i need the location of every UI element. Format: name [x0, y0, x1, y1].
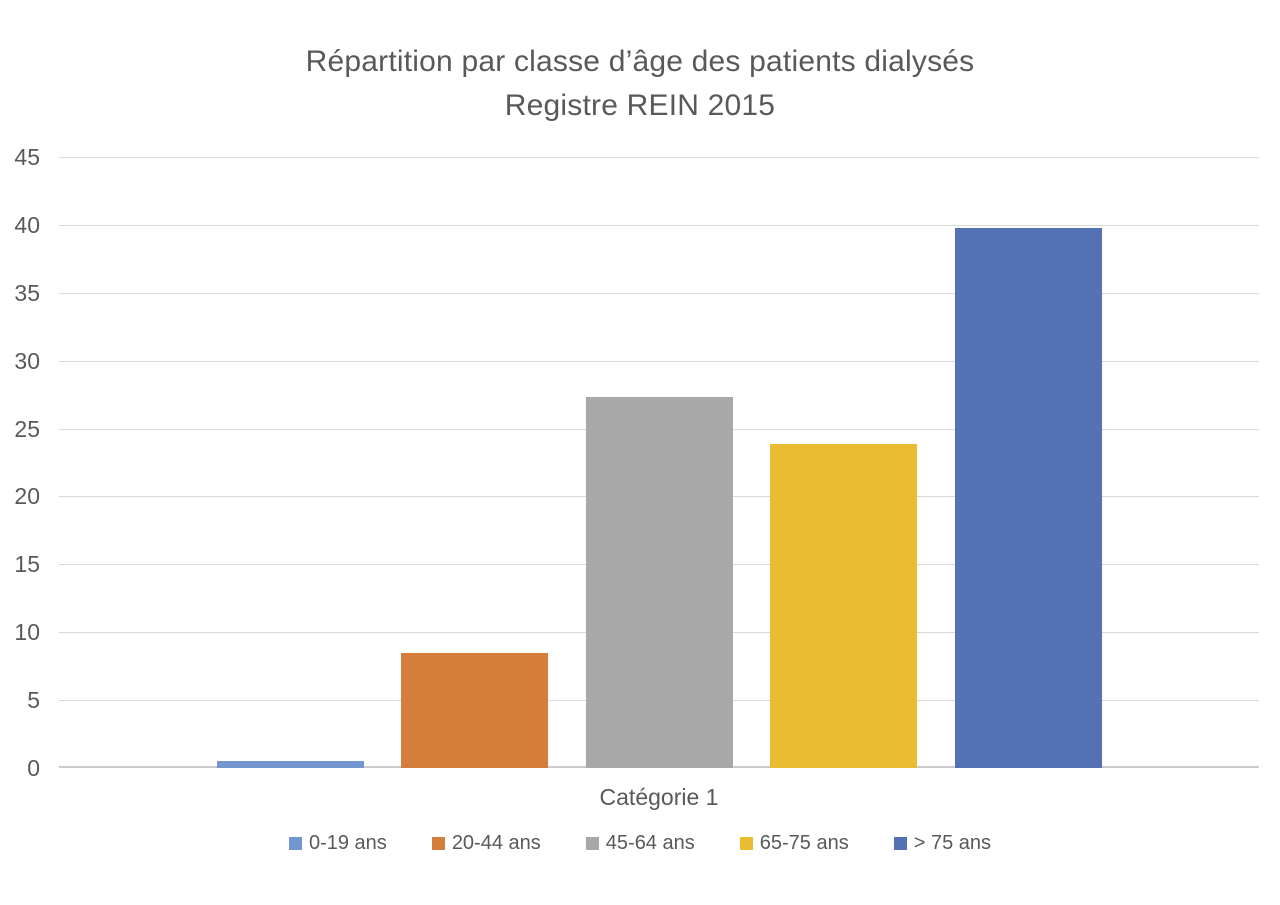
legend-label: 65-75 ans: [759, 832, 849, 854]
legend-label: > 75 ans: [913, 832, 992, 854]
legend-item: 45-64 ans: [585, 832, 695, 855]
legend-label: 0-19 ans: [308, 832, 387, 854]
legend-item: 65-75 ans: [739, 832, 849, 855]
legend-label: 20-44 ans: [451, 832, 541, 854]
gridline: [59, 157, 1259, 158]
bar: [954, 227, 1102, 768]
legend-swatch: [288, 837, 302, 850]
bar: [585, 397, 733, 768]
plot-area: [59, 157, 1259, 768]
legend-swatch: [585, 837, 599, 850]
y-tick-label: 5: [27, 687, 40, 714]
y-tick-label: 45: [14, 144, 40, 170]
gridline: [59, 360, 1259, 362]
y-tick-label: 20: [14, 483, 40, 510]
legend-item: 0-19 ans: [288, 832, 387, 855]
y-tick-label: 0: [27, 755, 40, 781]
y-tick-label: 30: [14, 347, 40, 374]
legend-swatch: [431, 837, 445, 850]
chart-title-line-1: Répartition par classe d’âge des patient…: [305, 45, 975, 78]
gridline: [59, 224, 1259, 226]
y-axis: 45 40 35 30 25 20 15 10 5 0: [0, 144, 40, 781]
chart-title-line-2: Registre REIN 2015: [504, 89, 776, 122]
y-tick-label: 35: [14, 279, 40, 306]
x-axis-category-label: Catégorie 1: [599, 784, 719, 810]
y-tick-label: 40: [14, 211, 40, 238]
bar: [401, 652, 548, 768]
chart-title: Répartition par classe d’âge des patient…: [0, 40, 1280, 128]
bar: [770, 443, 917, 768]
y-tick-label: 15: [14, 551, 40, 578]
legend-swatch: [893, 837, 907, 850]
y-tick-label: 10: [14, 619, 40, 646]
legend-item: > 75 ans: [893, 832, 992, 855]
legend-swatch: [739, 837, 753, 850]
gridline: [59, 292, 1259, 294]
legend-label: 45-64 ans: [605, 832, 695, 854]
bar: [216, 761, 364, 768]
y-tick-label: 25: [14, 415, 40, 442]
legend-item: 20-44 ans: [431, 832, 541, 855]
legend: 0-19 ans 20-44 ans 45-64 ans 65-75 ans > 75 …: [0, 832, 1280, 855]
